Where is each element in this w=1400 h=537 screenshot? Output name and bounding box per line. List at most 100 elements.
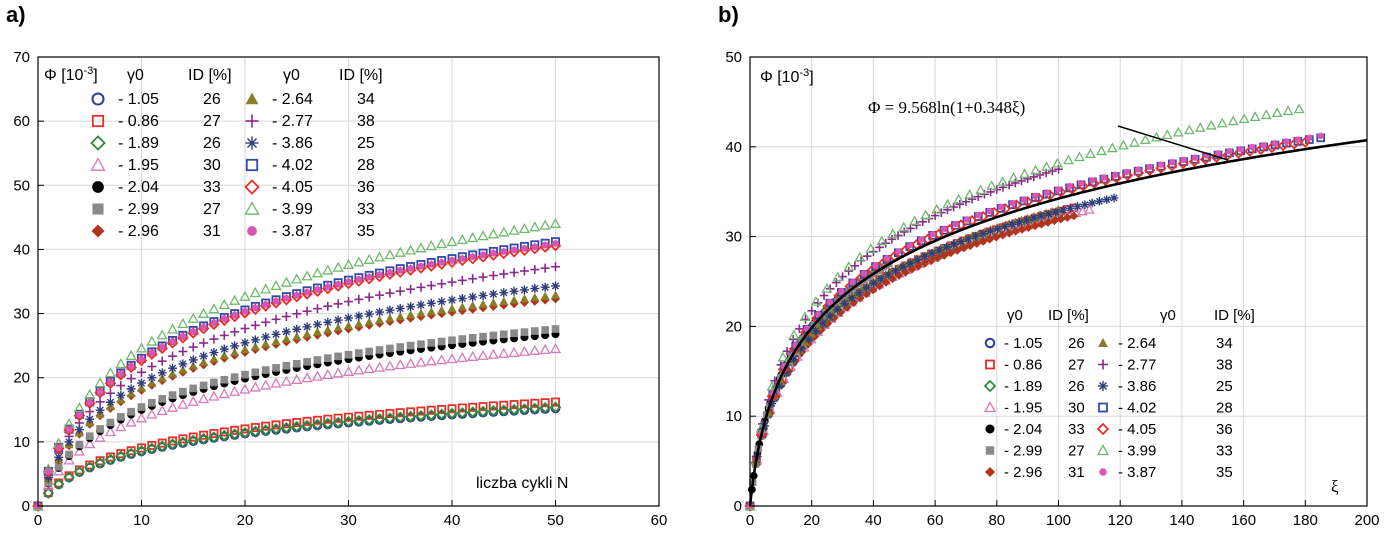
data-point: [179, 333, 187, 340]
legend-series-name: - 2.64: [1118, 335, 1156, 352]
data-point: [438, 258, 446, 266]
data-point: [364, 309, 374, 319]
legend-marker: [985, 467, 995, 477]
data-point: [417, 340, 425, 349]
legend-marker: [92, 181, 104, 193]
data-point: [1102, 195, 1112, 204]
data-point: [157, 438, 167, 448]
data-point: [290, 420, 303, 433]
data-point: [478, 402, 488, 412]
data-point: [188, 361, 198, 370]
data-point: [466, 406, 479, 418]
data-point: [425, 409, 438, 421]
data-point: [920, 259, 930, 268]
y-tick-label: 50: [725, 49, 742, 66]
data-point: [1191, 154, 1199, 161]
legend-series-id: 27: [203, 113, 221, 130]
data-point: [510, 246, 518, 254]
data-point: [84, 438, 96, 449]
data-point: [65, 450, 73, 459]
data-point: [292, 418, 302, 428]
data-point: [240, 424, 250, 434]
legend-series-id: 28: [1216, 400, 1233, 417]
legend-series-name: - 4.05: [1118, 421, 1156, 438]
data-point: [963, 216, 971, 223]
data-point: [136, 443, 146, 453]
legend-series-name: - 3.86: [1118, 378, 1156, 395]
data-point: [147, 362, 157, 372]
data-point: [375, 290, 385, 300]
data-point: [446, 235, 458, 247]
data-point: [832, 278, 841, 287]
data-point: [199, 430, 209, 440]
data-point: [135, 445, 148, 457]
data-point: [499, 400, 509, 410]
data-point: [1249, 143, 1256, 151]
legend-series-id: 27: [1068, 443, 1085, 460]
data-point: [365, 347, 374, 356]
data-point: [416, 406, 426, 416]
data-point: [218, 388, 230, 399]
data-point: [1066, 203, 1075, 213]
panel-a-label: a): [6, 2, 26, 27]
data-point: [396, 267, 404, 274]
legend-marker: [91, 224, 105, 238]
data-point: [972, 239, 982, 248]
data-point: [115, 421, 127, 432]
legend-marker: [244, 179, 260, 195]
data-point: [860, 269, 868, 277]
data-point: [199, 357, 209, 366]
data-point: [187, 434, 200, 447]
data-point: [991, 232, 1001, 242]
data-point: [959, 243, 969, 253]
data-point: [168, 391, 177, 399]
data-point: [426, 307, 436, 316]
legend-series-id: 30: [203, 157, 221, 174]
data-point: [849, 298, 858, 308]
data-point: [895, 248, 902, 255]
data-point: [343, 412, 353, 422]
data-point: [364, 317, 374, 326]
legend-series-name: - 3.99: [1118, 443, 1156, 460]
legend-series-id: 36: [357, 179, 375, 196]
series-a-2: [32, 401, 562, 512]
data-point: [1183, 124, 1195, 135]
data-point: [249, 425, 262, 438]
data-point: [85, 432, 94, 440]
legend-marker: [1098, 402, 1108, 413]
data-point: [862, 251, 872, 261]
data-point: [293, 291, 301, 299]
data-point: [1155, 162, 1167, 174]
y-tick-label: 20: [725, 318, 742, 335]
data-point: [116, 381, 126, 391]
legend-marker: [985, 359, 995, 370]
data-point: [862, 289, 871, 299]
x-tick-label: 20: [237, 512, 254, 529]
legend-header-gamma: γ0: [127, 67, 144, 84]
data-point: [881, 278, 891, 287]
data-point: [178, 346, 188, 356]
data-point: [240, 324, 250, 334]
data-point: [250, 423, 260, 433]
data-point: [344, 321, 353, 330]
data-point: [1177, 158, 1189, 170]
data-point: [64, 437, 74, 447]
data-point: [125, 416, 137, 427]
data-point: [437, 305, 447, 314]
data-point: [437, 279, 447, 289]
y-tick-label: 20: [13, 370, 30, 387]
data-point: [313, 356, 322, 364]
data-point: [104, 367, 117, 378]
data-point: [456, 234, 468, 245]
panel-b: b) 0 20 40 60 80 100 120 140 160 180 200 0 10 20 30 40 5…: [718, 2, 1380, 529]
y-tick-label: 10: [725, 408, 742, 425]
data-point: [447, 277, 457, 287]
data-point: [344, 350, 353, 359]
data-point: [260, 379, 272, 390]
data-point: [1112, 171, 1119, 178]
data-point: [499, 330, 508, 339]
data-point: [1293, 103, 1305, 114]
data-point: [530, 265, 540, 275]
data-point: [1043, 218, 1053, 227]
data-point: [435, 408, 448, 421]
